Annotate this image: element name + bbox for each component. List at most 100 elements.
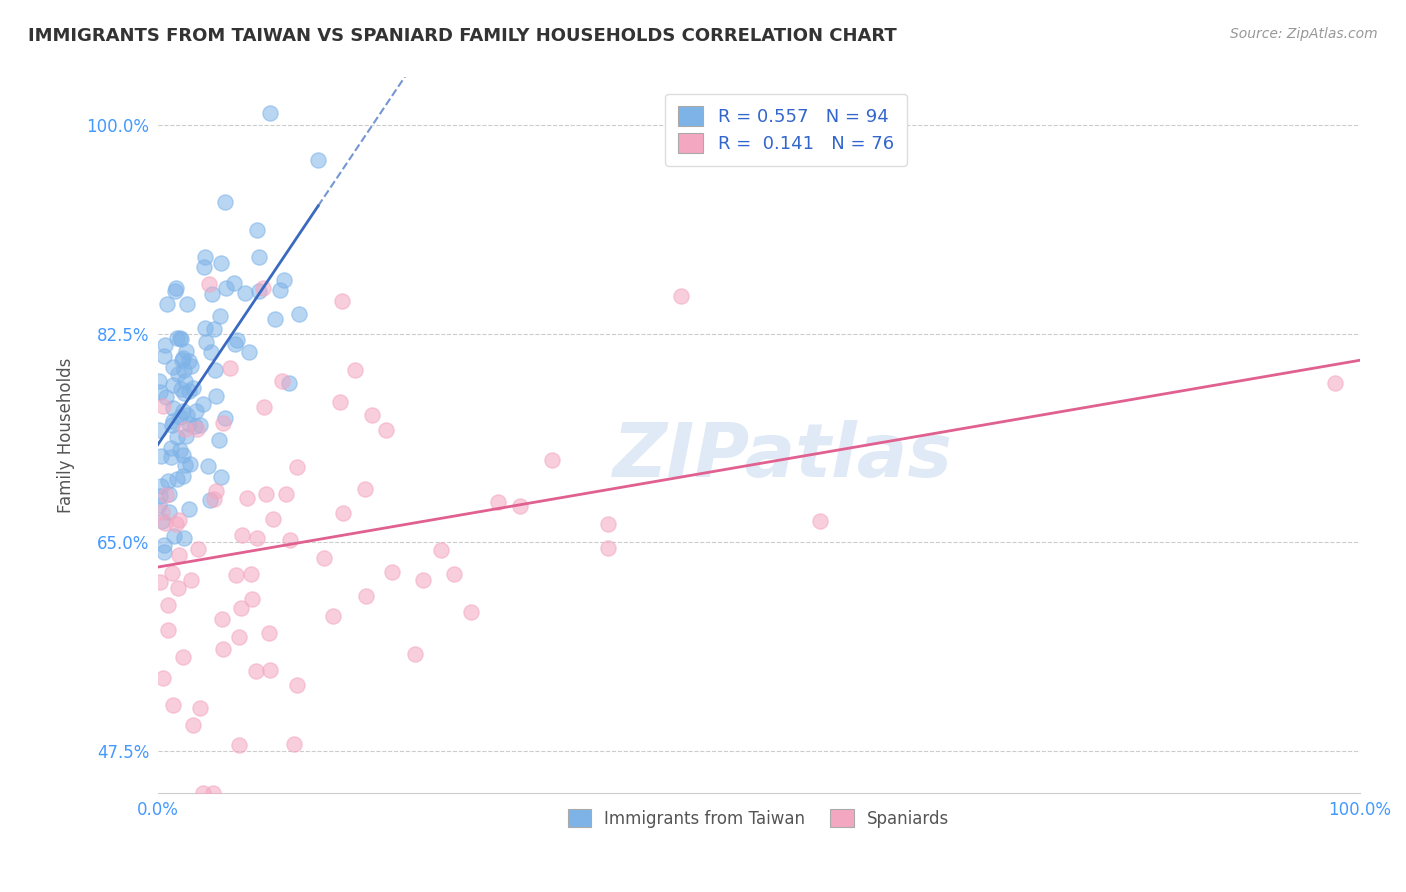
Point <box>174 422 197 436</box>
Point <box>252 281 274 295</box>
Point <box>149 489 172 503</box>
Text: IMMIGRANTS FROM TAIWAN VS SPANIARD FAMILY HOUSEHOLDS CORRELATION CHART: IMMIGRANTS FROM TAIWAN VS SPANIARD FAMIL… <box>28 27 897 45</box>
Point <box>344 363 367 377</box>
Point <box>277 376 299 390</box>
Point <box>246 223 269 237</box>
Point <box>172 351 194 366</box>
Point <box>231 528 253 542</box>
Point <box>509 500 531 514</box>
Point <box>381 565 404 579</box>
Point <box>174 374 197 388</box>
Point <box>160 450 183 465</box>
Point <box>209 256 232 270</box>
Point <box>198 493 221 508</box>
Point <box>214 194 236 209</box>
Point <box>214 411 236 425</box>
Point <box>166 331 188 345</box>
Point <box>278 533 301 547</box>
Point <box>148 498 170 512</box>
Point <box>238 345 260 359</box>
Point <box>166 472 188 486</box>
Point <box>404 648 426 662</box>
Point <box>173 458 195 473</box>
Point <box>163 529 186 543</box>
Point <box>187 542 209 557</box>
Point <box>156 598 179 612</box>
Point <box>259 663 281 677</box>
Point <box>201 786 224 800</box>
Point <box>596 516 619 531</box>
Point <box>204 363 226 377</box>
Point <box>209 470 232 484</box>
Point <box>598 541 620 556</box>
Point <box>156 297 179 311</box>
Point <box>460 605 482 619</box>
Point <box>167 548 190 562</box>
Point <box>191 786 214 800</box>
Point <box>1324 376 1347 390</box>
Point <box>228 630 250 644</box>
Point <box>148 423 170 437</box>
Point <box>191 397 214 411</box>
Point <box>184 419 207 434</box>
Point <box>176 408 198 422</box>
Point <box>224 337 246 351</box>
Point <box>160 418 183 433</box>
Point <box>180 574 202 588</box>
Point <box>186 403 208 417</box>
Point <box>361 408 384 422</box>
Point <box>429 543 451 558</box>
Point <box>204 322 226 336</box>
Point <box>179 457 201 471</box>
Point <box>152 671 174 685</box>
Legend: Immigrants from Taiwan, Spaniards: Immigrants from Taiwan, Spaniards <box>561 803 956 834</box>
Point <box>200 345 222 359</box>
Point <box>283 737 305 751</box>
Point <box>188 701 211 715</box>
Point <box>212 641 235 656</box>
Point <box>153 516 176 531</box>
Point <box>193 260 215 274</box>
Point <box>166 430 188 444</box>
Point <box>162 401 184 416</box>
Point <box>330 293 353 308</box>
Point <box>170 352 193 367</box>
Point <box>153 349 176 363</box>
Point <box>155 390 177 404</box>
Point <box>202 491 225 506</box>
Point <box>257 625 280 640</box>
Point <box>173 363 195 377</box>
Point <box>169 331 191 345</box>
Point <box>180 359 202 373</box>
Point <box>239 567 262 582</box>
Point <box>247 250 270 264</box>
Point <box>205 389 228 403</box>
Point <box>173 532 195 546</box>
Point <box>233 285 256 300</box>
Point <box>285 459 308 474</box>
Point <box>157 486 180 500</box>
Point <box>167 514 190 528</box>
Point <box>273 273 295 287</box>
Point <box>194 321 217 335</box>
Point <box>149 385 172 400</box>
Point <box>307 153 329 167</box>
Point <box>165 285 187 299</box>
Point <box>166 367 188 381</box>
Point <box>155 488 177 502</box>
Point <box>177 417 200 432</box>
Point <box>486 495 509 509</box>
Point <box>194 250 217 264</box>
Point <box>152 538 174 552</box>
Point <box>276 487 298 501</box>
Point <box>159 442 181 456</box>
Point <box>322 609 344 624</box>
Point <box>172 403 194 417</box>
Point <box>224 276 246 290</box>
Point <box>246 531 269 545</box>
Point <box>262 512 284 526</box>
Point <box>149 574 172 589</box>
Point <box>165 516 187 531</box>
Point <box>172 650 194 665</box>
Point <box>197 459 219 474</box>
